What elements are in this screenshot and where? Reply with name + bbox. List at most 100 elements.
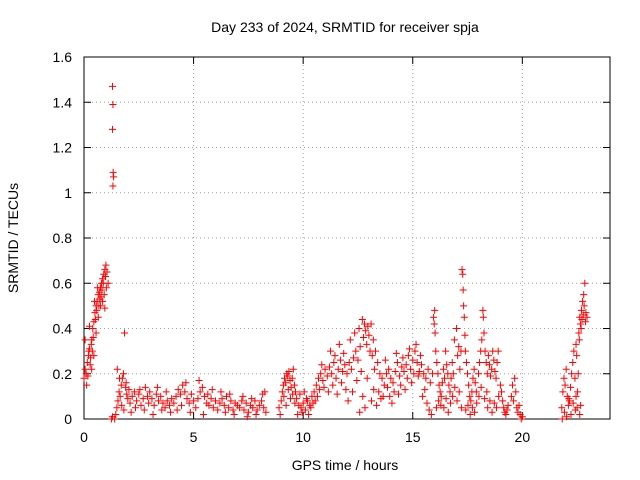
data-point (574, 370, 582, 378)
data-point (261, 388, 269, 396)
data-point (347, 365, 355, 373)
data-point (451, 383, 459, 391)
data-point (288, 374, 296, 382)
data-point (114, 397, 122, 405)
data-point (448, 358, 456, 366)
data-point (408, 379, 416, 387)
data-point (240, 406, 248, 414)
data-point (291, 399, 299, 407)
data-point (454, 352, 462, 360)
data-point (371, 347, 379, 355)
data-point (86, 361, 94, 369)
data-point (297, 404, 305, 412)
data-point (84, 372, 92, 380)
x-tick-label: 5 (190, 429, 198, 445)
data-point (282, 379, 290, 387)
data-point (369, 336, 377, 344)
data-point (508, 381, 516, 389)
data-point (558, 415, 566, 423)
data-point (420, 370, 428, 378)
data-point (170, 399, 178, 407)
data-point (199, 410, 207, 418)
data-point (195, 377, 203, 385)
data-point (562, 365, 570, 373)
data-point (89, 334, 97, 342)
data-point (560, 408, 568, 416)
data-point (403, 374, 411, 382)
y-tick-label: 1.2 (53, 140, 73, 156)
data-point (289, 365, 297, 373)
data-point (101, 304, 109, 312)
data-point (439, 365, 447, 373)
data-point (252, 410, 260, 418)
data-point (485, 361, 493, 369)
data-point (238, 397, 246, 405)
data-point (466, 392, 474, 400)
data-point (93, 306, 101, 314)
data-point (574, 388, 582, 396)
data-point (293, 395, 301, 403)
data-point (204, 390, 212, 398)
data-point (289, 390, 297, 398)
data-point (577, 325, 585, 332)
data-point (319, 377, 327, 385)
data-point (187, 390, 195, 398)
data-point (333, 390, 341, 398)
data-point (167, 408, 175, 416)
data-point (332, 374, 340, 382)
data-point (282, 401, 290, 409)
data-point (459, 270, 467, 278)
data-point (418, 361, 426, 369)
data-point (126, 399, 134, 407)
data-point (318, 361, 326, 369)
data-point (108, 125, 116, 133)
data-point (338, 379, 346, 387)
data-point (419, 392, 427, 400)
y-tick-label: 0.8 (53, 230, 73, 246)
data-point (117, 381, 125, 389)
data-point (109, 101, 117, 109)
data-point (431, 329, 439, 337)
data-point (260, 404, 268, 412)
data-point (152, 390, 160, 398)
data-point (176, 390, 184, 398)
data-point (285, 367, 293, 375)
data-point (162, 388, 170, 396)
data-point (515, 401, 523, 409)
data-point (581, 318, 589, 326)
data-point (415, 367, 423, 375)
data-point (339, 367, 347, 375)
data-point (405, 345, 413, 353)
data-point (353, 377, 361, 385)
data-point (560, 374, 568, 382)
data-point (102, 284, 110, 292)
data-point (334, 365, 342, 373)
data-point (479, 306, 487, 314)
data-point (329, 381, 337, 389)
data-point (437, 392, 445, 400)
data-point (346, 336, 354, 344)
data-point (410, 370, 418, 378)
data-point (165, 401, 173, 409)
data-point (582, 309, 590, 317)
data-point (578, 306, 586, 314)
data-point (581, 279, 589, 287)
data-point (324, 388, 332, 396)
data-point (341, 361, 349, 369)
data-point (183, 395, 191, 403)
data-point (390, 388, 398, 396)
data-point (432, 347, 440, 355)
data-point (467, 397, 475, 405)
data-point (100, 291, 108, 299)
data-point (255, 401, 263, 409)
data-point (426, 379, 434, 387)
data-point (567, 410, 575, 418)
data-point (484, 352, 492, 360)
x-tick-label: 0 (80, 429, 88, 445)
data-point (440, 404, 448, 412)
data-point (461, 347, 469, 355)
data-point (457, 404, 465, 412)
data-point (580, 302, 588, 310)
data-point (413, 358, 421, 366)
data-point (344, 397, 352, 405)
